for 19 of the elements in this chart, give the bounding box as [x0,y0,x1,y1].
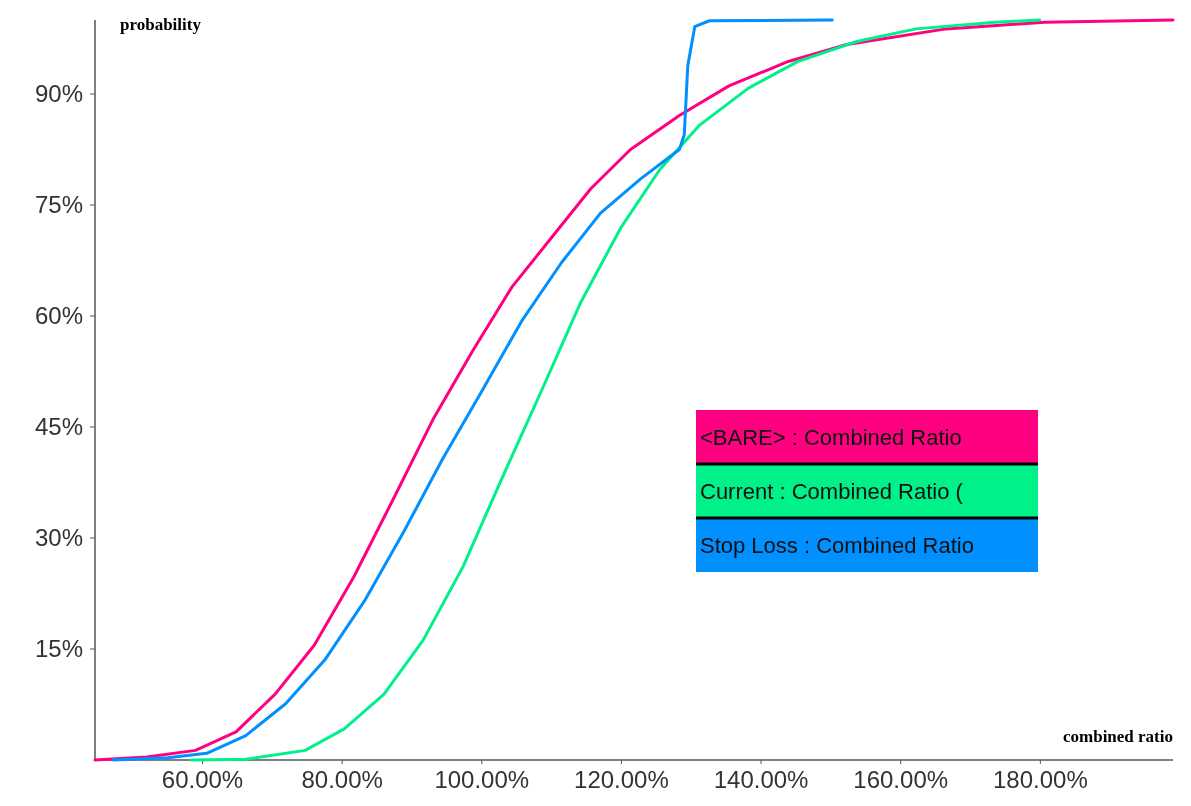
line-series [93,18,1175,762]
x-tick-label: 120.00% [574,766,669,793]
text: <BARE> : Combined Ratio [700,424,962,450]
x-axis-title: combined ratio [1062,727,1173,746]
text: Stop Loss : Combined Ratio [700,532,974,558]
x-tick-label: 160.00% [853,766,949,793]
y-tick-label: 45% [34,413,83,441]
y-axis-title: probability [120,15,202,34]
y-tick-label: 90% [34,80,83,108]
x-tick-label: 80.00% [301,766,383,793]
x-tick-label: 140.00% [713,766,809,793]
y-tick-label: 30% [34,524,83,552]
x-tick-label: 100.00% [434,766,530,793]
x-tick-label: 60.00% [161,766,244,793]
y-tick-label: 60% [34,302,83,330]
text: Current : Combined Ratio ( [700,478,964,504]
y-tick-label: 75% [34,191,83,219]
x-tick-label: 180.00% [992,766,1088,793]
y-tick-label: 15% [34,635,83,663]
